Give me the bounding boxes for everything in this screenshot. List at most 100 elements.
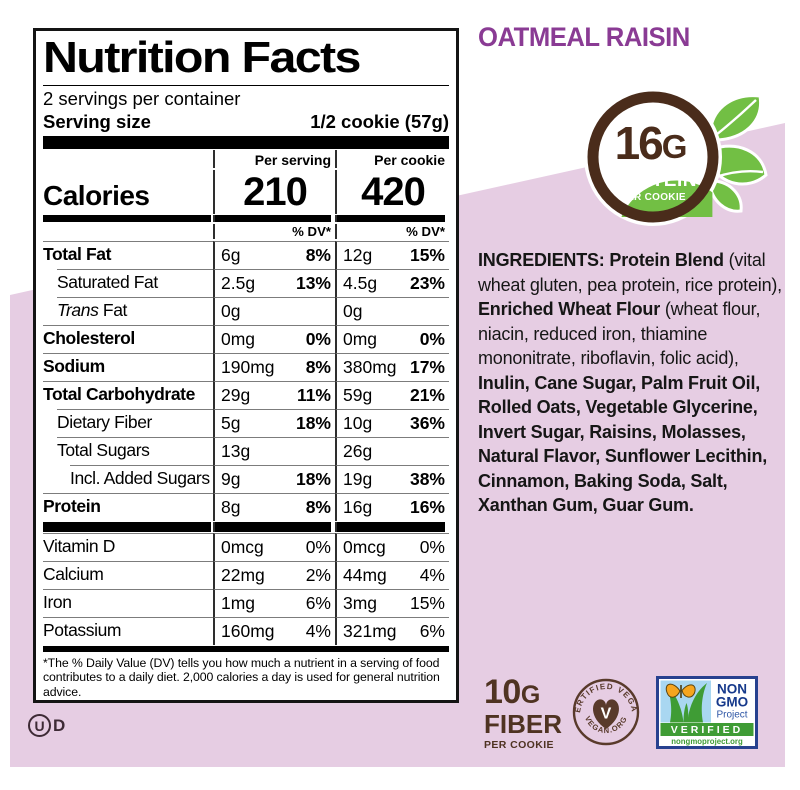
per-serving-cell: 190mg 8% [213, 352, 335, 381]
per-cookie-cell: 380mg 17% [335, 352, 449, 381]
per-serving-amount: 1mg [221, 592, 256, 613]
nutrient-label: Incl. Added Sugars [43, 464, 213, 493]
nutrient-row-total-sugars: Total Sugars 13g 26g [43, 436, 449, 465]
nongmo-url: nongmoproject.org [671, 737, 743, 746]
per-serving-daily-value: 8% [305, 356, 331, 377]
per-cookie-amount: 4.5g [343, 272, 378, 293]
flavor-title: OATMEAL RAISIN [478, 22, 690, 52]
vegan-circle [572, 678, 640, 746]
thick-bar [43, 135, 449, 149]
per-serving-daily-value: 0% [305, 328, 331, 349]
protein-underbar-row [43, 521, 449, 532]
per-serving-amount: 5g [221, 412, 241, 433]
per-cookie-amount: 12g [343, 244, 373, 265]
per-serving-cell: 6g 8% [213, 240, 335, 269]
per-serving-amount: 9g [221, 468, 241, 489]
per-serving-cell: 160mg 4% [213, 616, 335, 645]
bar-segment [335, 214, 449, 222]
nutrient-label: Dietary Fiber [43, 408, 213, 437]
dv-header-per-serving: % DV* [213, 224, 335, 240]
nutrient-row-calcium: Calcium 22mg 2% 44mg 4% [43, 560, 449, 589]
per-cookie-daily-value: 17% [409, 356, 445, 377]
vegan-heart-icon [593, 699, 619, 729]
per-serving-cell: 8g 8% [213, 492, 335, 521]
bar-segment [213, 521, 335, 532]
kosher-dairy-letter: D [53, 715, 66, 735]
per-serving-amount: 190mg [221, 356, 275, 377]
per-cookie-daily-value: 15% [409, 244, 445, 265]
per-cookie-cell: 44mg 4% [335, 560, 449, 589]
per-serving-daily-value: 0% [305, 536, 331, 557]
per-serving-daily-value: 8% [305, 496, 331, 517]
per-cookie-cell: 0mcg 0% [335, 532, 449, 561]
protein-label: PROTEIN [609, 170, 697, 191]
per-serving-amount: 29g [221, 384, 251, 405]
per-serving-amount: 22mg [221, 564, 265, 585]
nutrient-label: Potassium [43, 616, 213, 645]
per-cookie-cell: 321mg 6% [335, 616, 449, 645]
per-serving-daily-value: 11% [296, 384, 331, 405]
per-cookie-header: Per cookie [335, 149, 449, 168]
per-cookie-amount: 321mg [343, 620, 397, 641]
per-cookie-amount: 0mcg [343, 536, 386, 557]
serving-size-label: Serving size [43, 110, 151, 132]
title-rule [43, 84, 449, 86]
per-serving-cell: 1mg 6% [213, 588, 335, 617]
per-cookie-cell: 0g [335, 296, 449, 325]
nutrient-label: Total Sugars [43, 436, 213, 465]
per-cookie-amount: 16g [343, 496, 373, 517]
vegan-v: V [601, 706, 612, 723]
per-cookie-amount: 44mg [343, 564, 387, 585]
per-cookie-daily-value: 16% [409, 496, 445, 517]
fiber-amount: 10G [484, 673, 540, 711]
ingredients-segment: Enriched Wheat Flour [478, 299, 665, 319]
per-serving-amount: 8g [221, 496, 241, 517]
per-serving-cell: 0mcg 0% [213, 532, 335, 561]
per-cookie-daily-value: 21% [409, 384, 445, 405]
per-cookie-amount: 10g [343, 412, 373, 433]
protein-badge: 16G PROTEIN PER COOKIE [584, 88, 768, 226]
badge-brown-ring [587, 91, 719, 223]
per-serving-cell: 2.5g 13% [213, 268, 335, 297]
per-cookie-cell: 16g 16% [335, 492, 449, 521]
ingredients-segment: (vital wheat gluten, pea protein, rice p… [478, 250, 782, 295]
per-serving-daily-value: 13% [295, 272, 331, 293]
nongmo-line3: Project [716, 710, 747, 721]
badge-outer-ring [584, 88, 722, 226]
panel-title: Nutrition Facts [43, 33, 361, 82]
per-cookie-amount: 59g [343, 384, 373, 405]
per-serving-cell: 29g 11% [213, 380, 335, 409]
nutrition-facts-panel: Nutrition Facts 2 servings per container… [33, 28, 459, 703]
bar-segment [335, 521, 449, 532]
per-cookie-daily-value: 0% [419, 536, 445, 557]
fiber-badge: 10G FIBER PER COOKIE [484, 673, 562, 751]
per-serving-cell: 13g [213, 436, 335, 465]
protein-sub: PER COOKIE [620, 192, 686, 203]
nutrient-label: Trans Fat [43, 296, 213, 325]
per-serving-daily-value: 2% [305, 564, 331, 585]
per-serving-amount: 0mcg [221, 536, 264, 557]
per-serving-amount: 0g [221, 300, 241, 321]
nutrient-label: Sodium [43, 352, 213, 381]
certified-vegan-badge: CERTIFIED VEGAN VEGAN.ORG V [571, 677, 640, 746]
ingredients-paragraph: INGREDIENTS: Protein Blend (vital wheat … [478, 248, 792, 518]
per-serving-daily-value: 18% [295, 412, 331, 433]
nutrient-label: Protein [43, 492, 213, 521]
per-cookie-daily-value: 23% [409, 272, 445, 293]
per-serving-cell: 22mg 2% [213, 560, 335, 589]
per-cookie-daily-value: 0% [419, 328, 445, 349]
nutrient-row-incl-added-sugars: Incl. Added Sugars 9g 18% 19g 38% [43, 464, 449, 493]
per-cookie-cell: 59g 21% [335, 380, 449, 409]
per-cookie-amount: 3mg [343, 592, 378, 613]
nutrient-label: Cholesterol [43, 324, 213, 353]
per-cookie-amount: 380mg [343, 356, 397, 377]
bar-segment [43, 214, 213, 222]
kosher-ou-d-mark: U D [28, 714, 65, 737]
per-serving-amount: 0mg [221, 328, 256, 349]
ingredients-segment: Inulin, Cane Sugar, Palm Fruit Oil, Roll… [478, 372, 768, 516]
nutrient-rows-main: Total Fat 6g 8% 12g 15% Saturated Fat 2.5g 13% 4… [43, 240, 449, 521]
per-cookie-daily-value: 38% [409, 468, 445, 489]
servings-per-container: 2 servings per container [43, 87, 241, 109]
nutrient-label: Total Carbohydrate [43, 380, 213, 409]
